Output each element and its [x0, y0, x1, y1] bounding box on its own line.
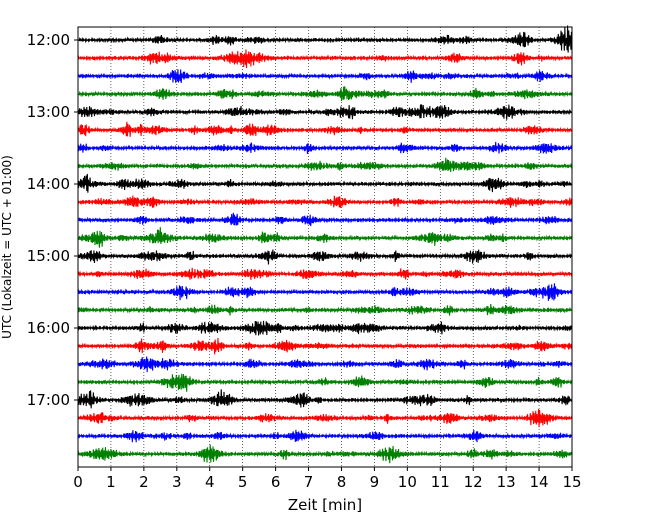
x-tick-label: 5: [238, 473, 248, 491]
trace-1545: [77, 303, 573, 316]
trace-1715: [77, 409, 573, 428]
x-axis-label: Zeit [min]: [288, 496, 362, 514]
x-tick-label: 12: [464, 473, 483, 491]
x-axis: 0 1 2 3 4 5 6 7 8 9 10 11 12 13 14 15: [73, 467, 582, 491]
plot-area: [78, 27, 572, 467]
y-tick-label: 14:00: [27, 175, 70, 193]
plot-frame: [77, 26, 573, 468]
y-axis: 12:00 13:00 14:00 15:00 16:00 17:00: [27, 31, 78, 409]
x-tick-label: 1: [106, 473, 116, 491]
trace-1330: [77, 141, 573, 154]
trace-1630: [77, 356, 573, 373]
x-tick-label: 9: [370, 473, 380, 491]
trace-1515: [77, 267, 573, 280]
x-tick-label: 8: [337, 473, 347, 491]
trace-1730: [77, 429, 573, 443]
trace-1415: [77, 195, 573, 208]
x-tick-label: 0: [73, 473, 83, 491]
trace-1600: [77, 320, 573, 336]
trace-1645: [77, 373, 573, 392]
trace-1300: [77, 104, 573, 120]
trace-1200: [77, 25, 573, 53]
trace-1315: [77, 121, 573, 137]
trace-1400: [77, 173, 573, 193]
x-tick-label: 3: [172, 473, 182, 491]
y-tick-label: 17:00: [27, 391, 70, 409]
trace-1345: [77, 157, 573, 173]
y-tick-label: 13:00: [27, 103, 70, 121]
y-tick-label: 16:00: [27, 319, 70, 337]
x-tick-label: 2: [139, 473, 149, 491]
y-tick-label: 15:00: [27, 247, 70, 265]
x-tick-label: 4: [205, 473, 215, 491]
x-tick-label: 14: [530, 473, 549, 491]
trace-1700: [77, 389, 573, 409]
x-tick-label: 7: [304, 473, 314, 491]
trace-1230: [77, 69, 573, 83]
trace-1430: [77, 212, 573, 227]
y-axis-label: UTC (Lokalzeit = UTC + 01:00): [0, 155, 14, 339]
trace-1500: [77, 249, 573, 265]
x-tick-label: 13: [497, 473, 516, 491]
x-tick-label: 10: [398, 473, 417, 491]
traces: [77, 25, 573, 464]
trace-1745: [77, 444, 573, 464]
grid-lines: [110, 27, 540, 467]
y-tick-label: 12:00: [27, 31, 70, 49]
trace-1530: [77, 283, 573, 301]
trace-1615: [77, 337, 573, 355]
trace-1215: [77, 49, 573, 68]
x-tick-label: 11: [431, 473, 450, 491]
trace-1245: [77, 86, 573, 101]
x-tick-label: 6: [271, 473, 281, 491]
x-tick-label: 15: [562, 473, 581, 491]
trace-1445: [77, 227, 573, 248]
